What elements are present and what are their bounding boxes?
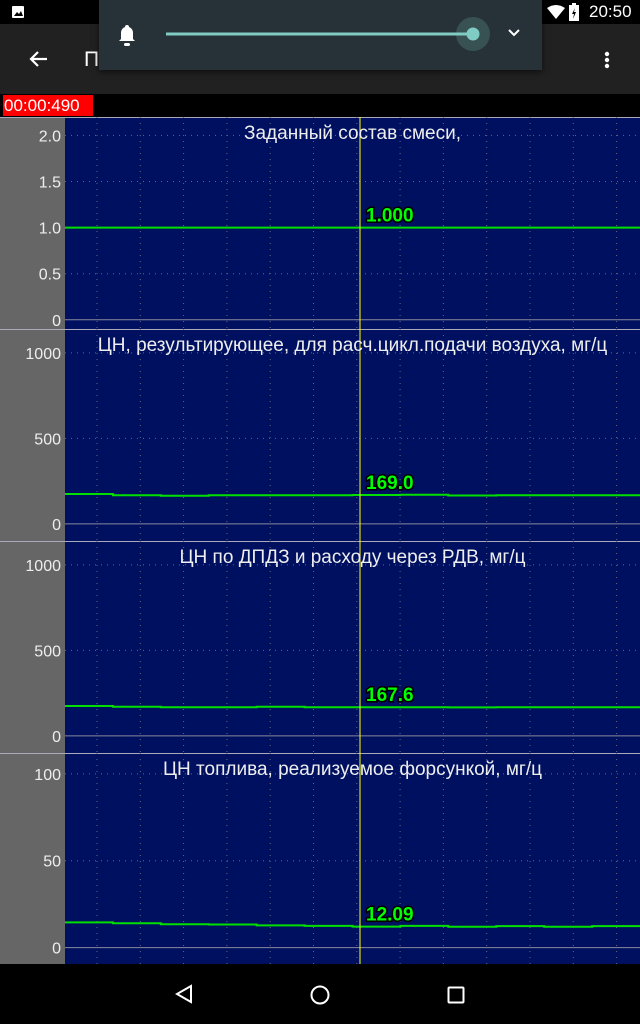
chart-panel[interactable]: 0 500 1000 169.0 ЦН, результирующее, для рас…: [0, 329, 640, 541]
wifi-icon: [547, 5, 565, 19]
y-tick-label: 2.0: [39, 128, 61, 145]
time-label: 00:00:490: [3, 95, 93, 116]
bell-icon: [119, 25, 135, 46]
page-title: П: [84, 48, 100, 71]
chart-panel[interactable]: 0 50 100 12.09 ЦН топлива, реализуемое форсу…: [0, 753, 640, 965]
image-icon: [12, 6, 24, 18]
chevron-down-icon[interactable]: [508, 29, 520, 37]
y-tick-label: 100: [34, 767, 61, 784]
y-tick-label: 0: [52, 517, 61, 534]
arrow-left-icon[interactable]: [28, 50, 48, 68]
clock: 20:50: [589, 2, 632, 21]
y-tick-label: 500: [34, 643, 61, 660]
y-axis-background: [0, 117, 65, 329]
y-tick-label: 50: [43, 854, 61, 871]
y-tick-label: 0: [52, 941, 61, 958]
series-line: [65, 705, 640, 709]
battery-charging-icon: [569, 3, 579, 21]
chart-panel[interactable]: 0 0.5 1.0 1.5 2.0 1.000 Заданный состав смеси,: [0, 117, 640, 329]
y-tick-label: 1000: [25, 558, 61, 575]
y-tick-label: 1000: [25, 346, 61, 363]
chart-title: ЦН топлива, реализуемое форсункой, мг/ц: [162, 759, 542, 780]
back-triangle-icon[interactable]: [175, 984, 193, 1004]
y-tick-label: 500: [34, 431, 61, 448]
recents-square-icon[interactable]: [447, 986, 465, 1004]
y-tick-label: 1.0: [39, 221, 61, 238]
cursor-value-label: 169.0: [366, 473, 414, 494]
more-vert-icon[interactable]: [603, 50, 611, 70]
chart-panel[interactable]: 0 500 1000 167.6 ЦН по ДПДЗ и расходу через …: [0, 541, 640, 753]
plot-background: [65, 541, 640, 753]
cursor-value-label: 12.09: [366, 905, 414, 926]
cursor-value-label: 1.000: [366, 206, 414, 227]
series-line: [65, 921, 640, 928]
chart-title: Заданный состав смеси,: [244, 123, 461, 144]
plot-background: [65, 329, 640, 541]
volume-slider[interactable]: [163, 15, 493, 55]
chart-title: ЦН по ДПДЗ и расходу через РДВ, мг/ц: [179, 547, 526, 568]
plot-background: [65, 753, 640, 965]
y-tick-label: 0: [52, 313, 61, 329]
chart-title: ЦН, результирующее, для расч.цикл.подачи…: [97, 335, 608, 356]
y-axis-background: [0, 753, 65, 965]
y-tick-label: 0.5: [39, 267, 61, 284]
nav-bar: [0, 964, 640, 1024]
y-axis-background: [0, 329, 65, 541]
cursor-value-label: 167.6: [366, 685, 414, 706]
plot-background: [65, 117, 640, 329]
y-tick-label: 1.5: [39, 175, 61, 192]
y-tick-label: 0: [52, 729, 61, 746]
time-bar: 00:00:490: [0, 94, 640, 117]
volume-popup: [99, 0, 542, 70]
home-circle-icon[interactable]: [309, 984, 331, 1006]
series-line: [65, 493, 640, 497]
y-axis-background: [0, 541, 65, 753]
